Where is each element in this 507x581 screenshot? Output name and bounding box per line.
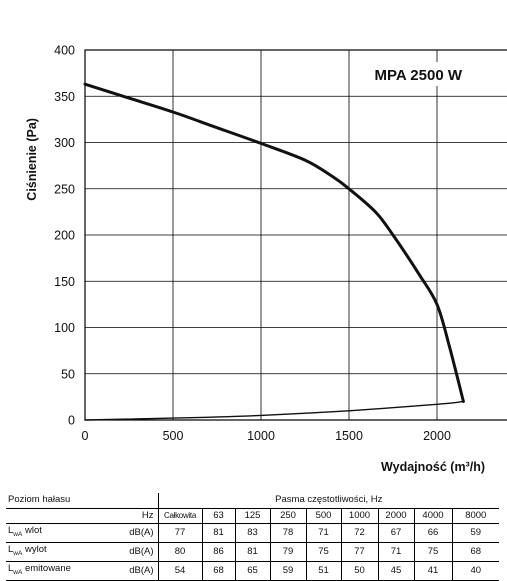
table-cell: 59 [451,523,500,543]
column-header: Całkowita [157,508,202,524]
x-tick-label: 500 [163,429,184,443]
row-label: LwA emitowane [6,561,116,581]
table-cell: 86 [201,542,235,562]
hz-label: Hz [116,508,158,524]
table-cell: 45 [377,561,414,581]
x-tick-label: 1500 [335,429,363,443]
table-cell: 40 [451,561,500,581]
table-cell: 68 [451,542,500,562]
table-cell: 54 [157,561,202,581]
title-box [356,62,466,86]
table-cell: 59 [269,561,306,581]
table-cell: 75 [305,542,341,562]
table-cell: 77 [157,523,202,543]
chart-title: MPA 2500 W [374,67,462,84]
y-tick-label: 400 [54,44,75,58]
noise-level-table: Poziom hałasu Pasma częstotliwości, Hz H… [6,493,500,581]
table-cell: 71 [377,542,414,562]
row-unit: dB(A) [116,542,158,562]
y-tick-label: 350 [54,90,75,104]
row-unit: dB(A) [116,523,158,543]
x-tick-label: 1000 [247,429,275,443]
table-cell: 66 [413,523,452,543]
row-label: LwA wylot [6,542,116,562]
series [83,82,465,421]
table-cell: 83 [234,523,270,543]
x-tick-label: 2000 [423,429,451,443]
y-tick-label: 0 [68,414,75,428]
pressure-flow-chart: 0500100015002000250005010015020025030035… [25,44,507,474]
table-cell: 51 [305,561,341,581]
y-tick-label: 50 [61,367,75,381]
table-cell: 77 [340,542,378,562]
column-header: 250 [269,508,306,524]
plot-frame [84,49,507,421]
column-header: 500 [305,508,341,524]
table-cell: 65 [234,561,270,581]
y-tick-label: 250 [54,182,75,196]
column-header: 4000 [413,508,452,524]
system-curve-line [84,400,465,421]
y-tick-label: 300 [54,136,75,150]
x-axis-title: Wydajność (m³/h) [381,460,485,474]
row-label: LwA wlot [6,523,116,543]
column-header: 1000 [340,508,378,524]
tick-labels: 0500100015002000250005010015020025030035… [54,44,451,444]
table-cell: 68 [201,561,235,581]
table-cell: 78 [269,523,306,543]
noise-level-header: Poziom hałasu [6,493,116,509]
table-cell: 71 [305,523,341,543]
y-tick-label: 200 [54,229,75,243]
column-header: 2000 [377,508,414,524]
y-tick-label: 100 [54,321,75,335]
table-cell: 67 [377,523,414,543]
row-unit: dB(A) [116,561,158,581]
column-header: 8000 [451,508,500,524]
table-cell: 72 [340,523,378,543]
y-tick-label: 150 [54,275,75,289]
column-header: 63 [201,508,235,524]
table-cell: 50 [340,561,378,581]
table-cell: 79 [269,542,306,562]
table-cell: 41 [413,561,452,581]
table-row-outlet: LwA wylot dB(A) 80 86 81 79 75 77 71 75 … [6,542,500,562]
column-header: 125 [234,508,270,524]
table-header-row-1: Poziom hałasu Pasma częstotliwości, Hz [6,493,500,509]
table-header-row-2: Hz Całkowita 63 125 250 500 1000 2000 40… [6,508,500,524]
table-row-inlet: LwA wlot dB(A) 77 81 83 78 71 72 67 66 5… [6,523,500,543]
table-cell: 75 [413,542,452,562]
table-row-emitted: LwA emitowane dB(A) 54 68 65 59 51 50 45… [6,561,500,581]
fan-curve-line [83,82,465,403]
table-cell: 80 [157,542,202,562]
y-axis-title: Ciśnienie (Pa) [25,118,39,201]
table-cell: 81 [201,523,235,543]
frequency-bands-header: Pasma częstotliwości, Hz [157,493,500,509]
x-tick-label: 0 [82,429,89,443]
table-cell: 81 [234,542,270,562]
